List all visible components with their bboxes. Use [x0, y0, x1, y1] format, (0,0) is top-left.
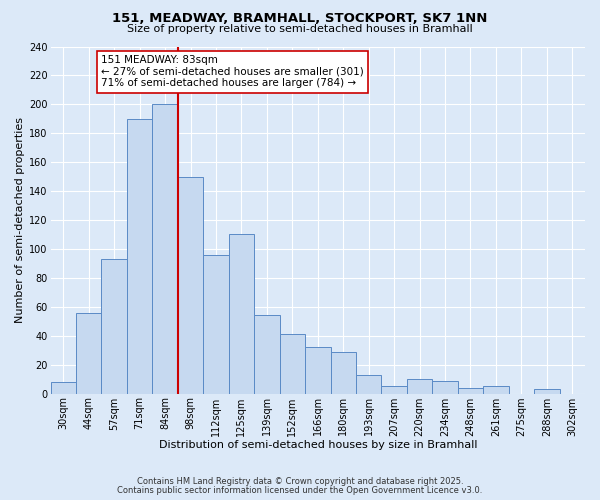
Bar — [331, 352, 356, 394]
Bar — [152, 104, 178, 394]
Bar — [407, 379, 433, 394]
Bar — [127, 119, 152, 394]
Y-axis label: Number of semi-detached properties: Number of semi-detached properties — [15, 117, 25, 323]
Text: Contains HM Land Registry data © Crown copyright and database right 2025.: Contains HM Land Registry data © Crown c… — [137, 477, 463, 486]
Bar — [433, 380, 458, 394]
Text: 151, MEADWAY, BRAMHALL, STOCKPORT, SK7 1NN: 151, MEADWAY, BRAMHALL, STOCKPORT, SK7 1… — [112, 12, 488, 26]
Bar — [101, 259, 127, 394]
Bar — [382, 386, 407, 394]
Bar — [50, 382, 76, 394]
Bar — [76, 312, 101, 394]
Bar — [229, 234, 254, 394]
Bar — [305, 348, 331, 394]
Bar — [254, 316, 280, 394]
Bar — [203, 254, 229, 394]
Text: Size of property relative to semi-detached houses in Bramhall: Size of property relative to semi-detach… — [127, 24, 473, 34]
Text: 151 MEADWAY: 83sqm
← 27% of semi-detached houses are smaller (301)
71% of semi-d: 151 MEADWAY: 83sqm ← 27% of semi-detache… — [101, 55, 364, 88]
Bar — [483, 386, 509, 394]
Text: Contains public sector information licensed under the Open Government Licence v3: Contains public sector information licen… — [118, 486, 482, 495]
Bar — [534, 389, 560, 394]
Bar — [356, 375, 382, 394]
Bar — [280, 334, 305, 394]
Bar — [458, 388, 483, 394]
X-axis label: Distribution of semi-detached houses by size in Bramhall: Distribution of semi-detached houses by … — [158, 440, 477, 450]
Bar — [178, 176, 203, 394]
